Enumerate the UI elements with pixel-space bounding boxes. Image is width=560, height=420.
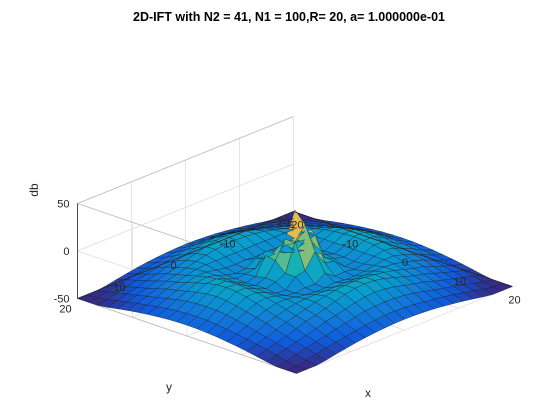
axes-lines bbox=[77, 203, 513, 299]
y-tick-label: 10 bbox=[113, 282, 125, 294]
x-tick-label: 0 bbox=[402, 257, 408, 269]
z-tick-label: 50 bbox=[57, 199, 69, 211]
x-tick-label: 10 bbox=[454, 276, 466, 288]
chart-title: 2D-IFT with N2 = 41, N1 = 100,R= 20, a= … bbox=[133, 10, 445, 24]
y-tick-label: 0 bbox=[170, 260, 176, 272]
surface-plot bbox=[77, 209, 513, 374]
z-axis-label: db bbox=[27, 183, 41, 197]
z-tick-label: 0 bbox=[63, 246, 69, 258]
x-tick-label: -20 bbox=[288, 220, 304, 232]
y-axis-label: y bbox=[166, 380, 172, 394]
y-tick-label: -10 bbox=[220, 238, 236, 250]
z-tick-label: -50 bbox=[54, 294, 70, 306]
y-tick-label: -20 bbox=[274, 217, 290, 229]
y-tick-label: 20 bbox=[59, 304, 71, 316]
x-tick-label: 20 bbox=[508, 295, 520, 307]
x-tick-label: -10 bbox=[342, 238, 358, 250]
x-axis-label: x bbox=[365, 386, 371, 400]
